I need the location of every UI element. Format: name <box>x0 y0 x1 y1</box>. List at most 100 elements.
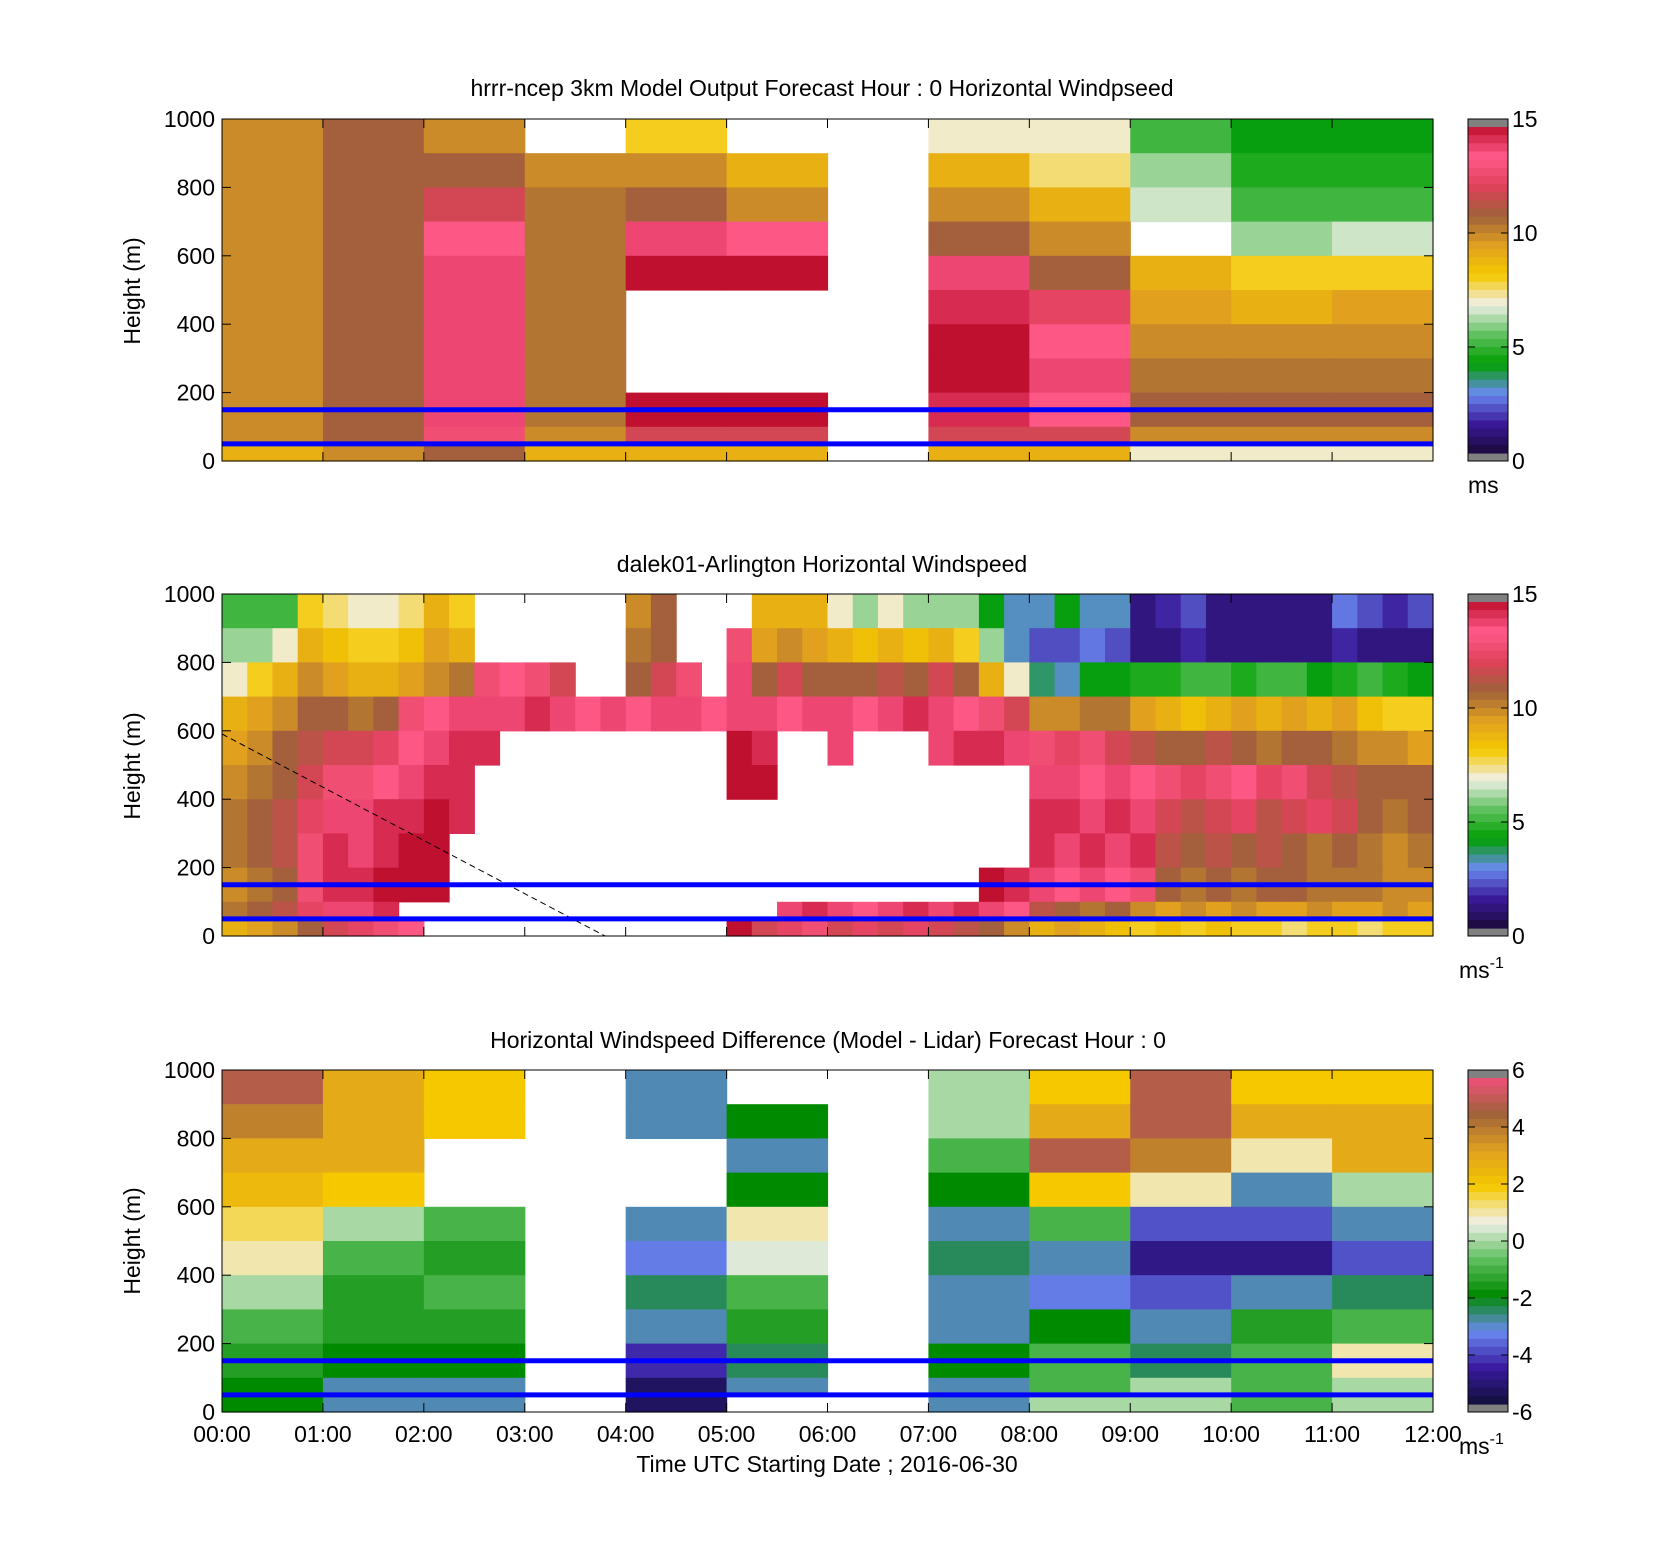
heatmap-cell <box>852 594 879 629</box>
heatmap-cell <box>1332 833 1358 869</box>
x-tick-label: 03:00 <box>496 1421 554 1447</box>
heatmap-cell <box>1231 290 1333 325</box>
heatmap-cell <box>1231 1104 1333 1139</box>
heatmap-cell <box>222 628 248 663</box>
heatmap-cell <box>222 153 324 188</box>
heatmap-cell <box>272 662 299 698</box>
heatmap-cell <box>827 594 854 629</box>
colorbar-swatch <box>1468 748 1508 758</box>
heatmap-cell <box>423 1241 526 1276</box>
heatmap-cell <box>978 918 1005 937</box>
heatmap-cell <box>1105 594 1131 629</box>
heatmap-cell <box>1054 628 1081 663</box>
panel-diff-ylabel: Height (m) <box>119 1187 145 1294</box>
heatmap-cell <box>423 255 526 291</box>
heatmap-cell <box>1130 187 1232 223</box>
heatmap-cell <box>726 765 753 800</box>
heatmap-cell <box>1332 799 1358 834</box>
heatmap-cell <box>1332 1206 1434 1242</box>
heatmap-cell <box>1029 290 1131 325</box>
heatmap-cell <box>222 594 248 629</box>
heatmap-cell <box>1256 765 1283 800</box>
x-tick-label: 11:00 <box>1304 1421 1360 1447</box>
heatmap-cell <box>1357 696 1384 732</box>
colorbar-swatch <box>1468 216 1508 226</box>
heatmap-cell <box>726 730 753 766</box>
heatmap-cell <box>1180 730 1207 766</box>
heatmap-cell <box>272 594 299 629</box>
heatmap-cell <box>625 187 728 223</box>
heatmap-cell <box>1357 730 1384 766</box>
colorbar-swatch <box>1468 813 1508 823</box>
colorbar-swatch <box>1468 1126 1508 1136</box>
heatmap-cell <box>1054 901 1081 920</box>
colorbar-swatch <box>1468 1379 1508 1389</box>
colorbar-cap <box>1468 1404 1508 1412</box>
heatmap-cell <box>524 662 551 698</box>
heatmap-cell <box>1256 594 1283 629</box>
x-tick-label: 10:00 <box>1202 1421 1260 1447</box>
heatmap-cell <box>1231 765 1257 800</box>
colorbar-cap <box>1468 928 1508 936</box>
heatmap-cell <box>1180 765 1207 800</box>
panel-model-colorbar-unit: ms <box>1468 472 1499 498</box>
heatmap-cell <box>398 594 425 629</box>
heatmap-cell <box>222 765 248 800</box>
heatmap-cell <box>423 662 450 698</box>
heatmap-cell <box>1130 1138 1232 1174</box>
heatmap-cell <box>1205 594 1232 629</box>
colorbar-swatch <box>1468 675 1508 685</box>
heatmap-cell <box>272 696 299 732</box>
heatmap-cell <box>978 696 1005 732</box>
heatmap-cell <box>373 833 400 869</box>
heatmap-cell <box>625 1394 728 1413</box>
heatmap-cell <box>1407 901 1434 920</box>
heatmap-cell <box>322 221 425 257</box>
colorbar-tick-label: -4 <box>1512 1342 1533 1368</box>
y-tick-label: 0 <box>202 448 215 474</box>
colorbar-tick-label: -6 <box>1512 1399 1532 1425</box>
heatmap-cell <box>928 901 955 920</box>
heatmap-cell <box>1332 1138 1434 1174</box>
colorbar-swatch <box>1468 184 1508 193</box>
heatmap-cell <box>474 730 501 766</box>
heatmap-cell <box>1256 696 1283 732</box>
heatmap-cell <box>373 918 400 937</box>
heatmap-cell <box>802 662 829 698</box>
heatmap-cell <box>1029 594 1056 629</box>
heatmap-cell <box>272 918 299 937</box>
heatmap-cell <box>1231 696 1257 732</box>
heatmap-cell <box>802 918 829 937</box>
colorbar-swatch <box>1468 610 1508 619</box>
colorbar-tick-label: 0 <box>1512 448 1525 474</box>
heatmap-cell <box>726 1241 829 1276</box>
heatmap-cell <box>1256 662 1283 698</box>
heatmap-cell <box>1205 833 1232 869</box>
heatmap-cell <box>1407 833 1434 869</box>
heatmap-cell <box>978 594 1005 629</box>
heatmap-cell <box>398 799 425 834</box>
panel-diff-colorbar-unit-base: ms <box>1459 1433 1490 1459</box>
heatmap-cell <box>1306 628 1333 663</box>
heatmap-cell <box>398 765 425 800</box>
heatmap-cell <box>1155 696 1182 732</box>
heatmap-cell <box>726 426 829 445</box>
heatmap-cell <box>1382 662 1409 698</box>
heatmap-cell <box>423 765 450 800</box>
heatmap-cell <box>1105 799 1131 834</box>
heatmap-cell <box>625 1275 728 1310</box>
colorbar-swatch <box>1468 420 1508 430</box>
heatmap-cell <box>1382 594 1409 629</box>
heatmap-cell <box>676 662 702 698</box>
heatmap-cell <box>398 730 425 766</box>
heatmap-cell <box>726 628 753 663</box>
heatmap-cell <box>1382 918 1409 937</box>
heatmap-cell <box>322 119 425 154</box>
heatmap-cell <box>1205 799 1232 834</box>
heatmap-cell <box>1332 730 1358 766</box>
heatmap-cell <box>247 833 274 869</box>
heatmap-cell <box>524 324 627 359</box>
colorbar-swatch <box>1468 911 1508 921</box>
heatmap-cell <box>1130 290 1232 325</box>
heatmap-cell <box>701 696 728 732</box>
